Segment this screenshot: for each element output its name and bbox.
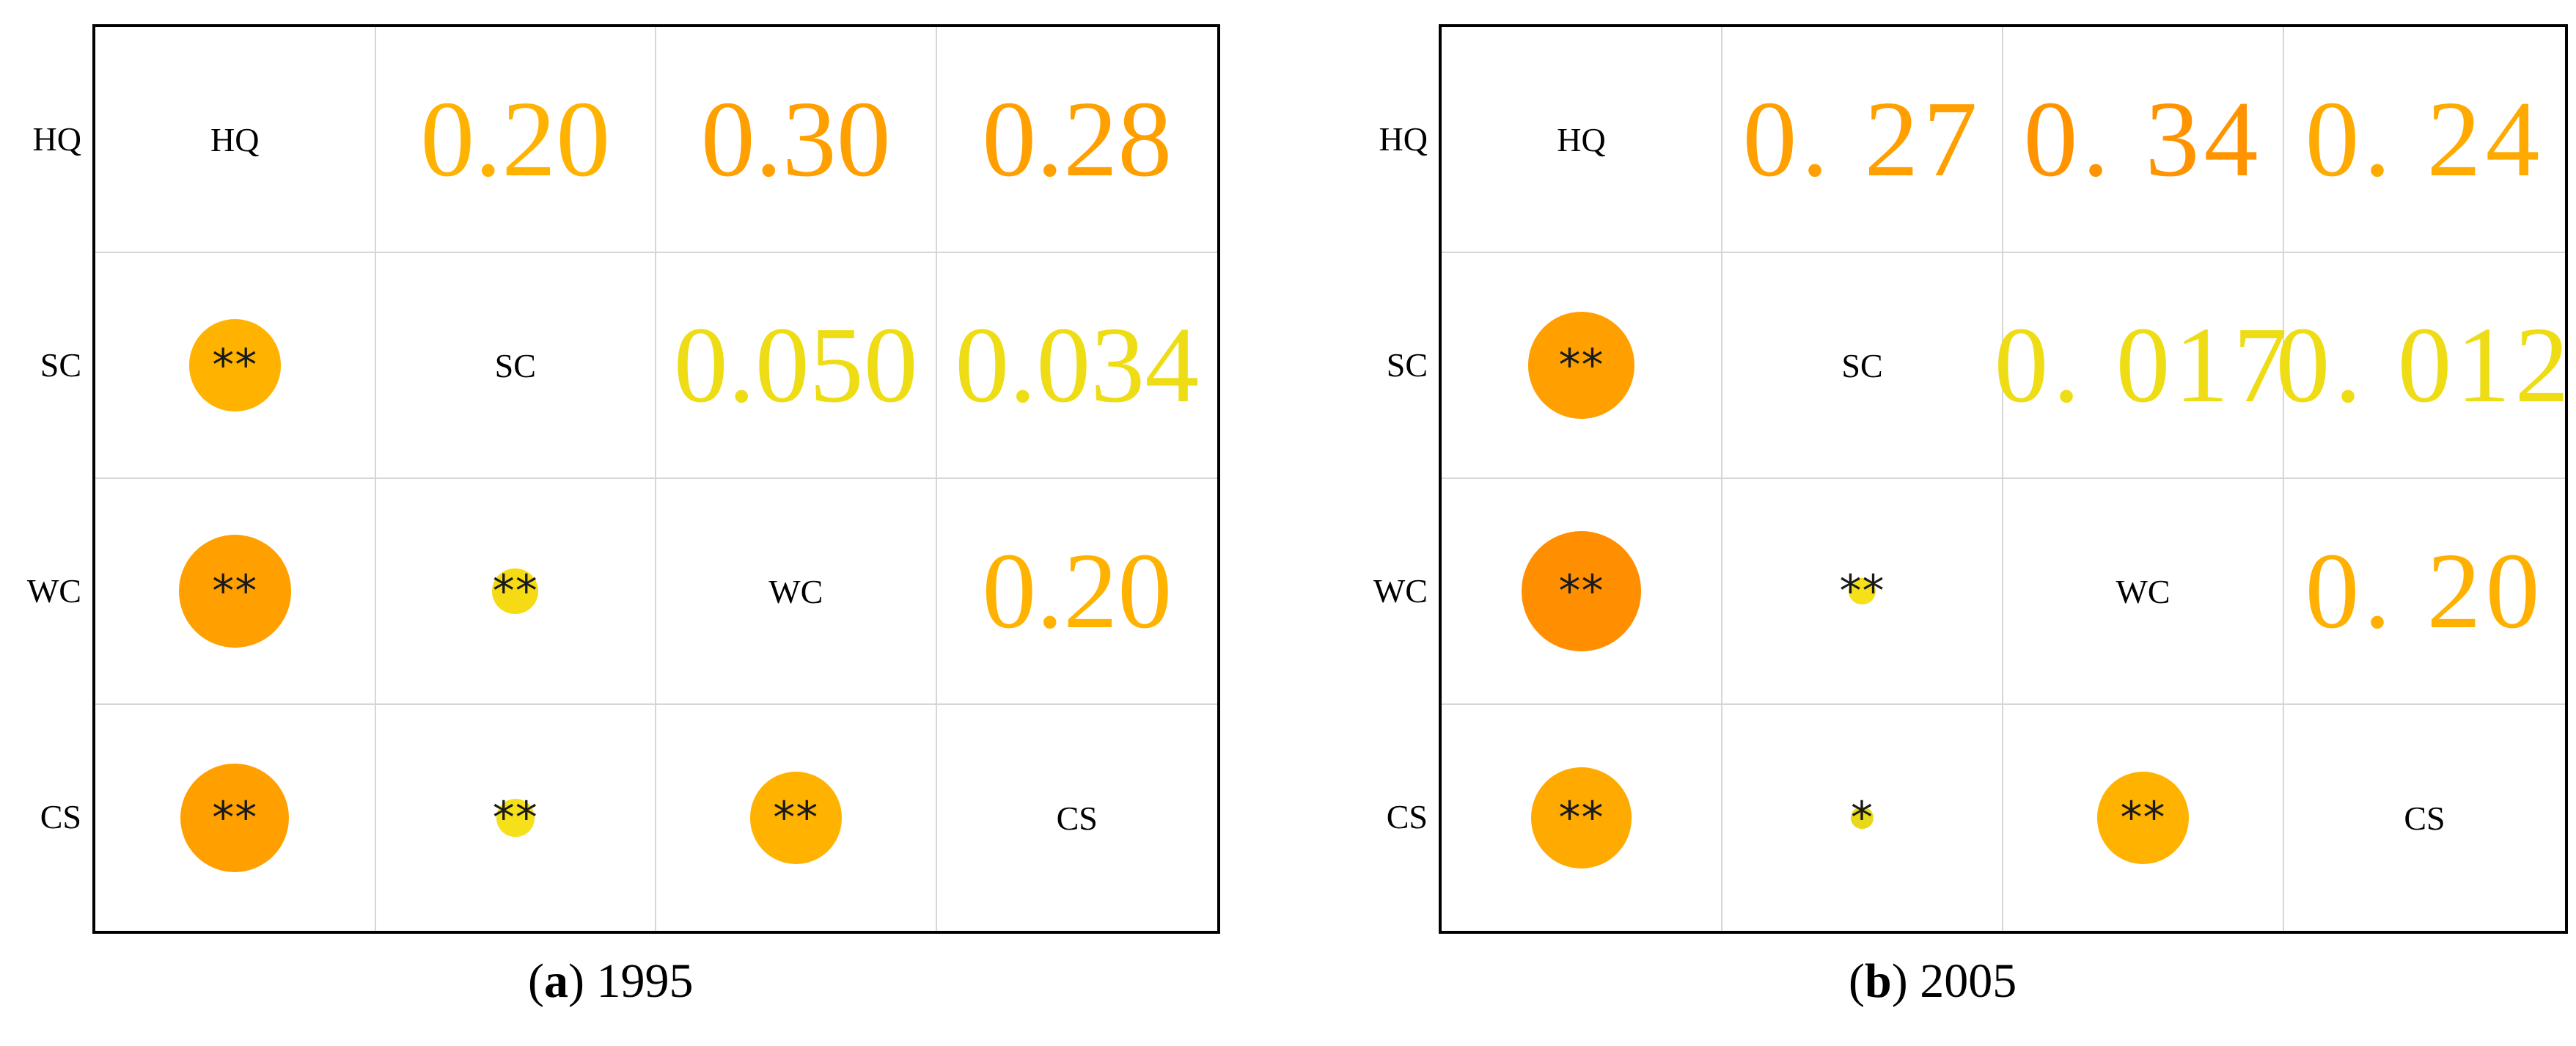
- correlation-circle: *: [1851, 796, 1874, 840]
- matrix-cell: 0. 24: [2284, 27, 2565, 253]
- matrix-cell: WC: [2003, 479, 2284, 705]
- row-label-wc: WC: [1373, 572, 1428, 610]
- coefficient-value: 0.20: [420, 79, 611, 200]
- matrix-cell: CS: [2284, 705, 2565, 931]
- matrix-cell: **: [656, 705, 937, 931]
- matrix-cell: **: [95, 705, 376, 931]
- correlation-circle: **: [1840, 569, 1885, 613]
- matrix-cell: 0. 27: [1722, 27, 2003, 253]
- matrix-cell: CS: [937, 705, 1218, 931]
- caption-year: 1995: [596, 954, 694, 1008]
- matrix-cell: 0.30: [656, 27, 937, 253]
- coefficient-value: 0. 24: [2305, 79, 2544, 200]
- significance-stars: **: [212, 340, 258, 391]
- diagonal-label-sc: SC: [494, 346, 536, 384]
- significance-stars: *: [1851, 792, 1874, 844]
- row-label-hq: HQ: [1379, 120, 1428, 158]
- significance-stars: **: [492, 565, 538, 617]
- row-label-sc: SC: [1386, 346, 1428, 384]
- diagonal-label-cs: CS: [1056, 799, 1098, 837]
- matrix-cell: HQ: [1442, 27, 1722, 253]
- correlation-circle: **: [492, 792, 538, 844]
- significance-stars: **: [212, 792, 258, 844]
- coefficient-value: 0.30: [700, 79, 891, 200]
- significance-stars: **: [1558, 339, 1604, 391]
- matrix-cell: 0. 34: [2003, 27, 2284, 253]
- matrix-cell: 0.20: [375, 27, 656, 253]
- caption-year: 2005: [1920, 954, 2017, 1008]
- correlation-circle: **: [1527, 312, 1635, 419]
- matrix-cell: **: [95, 253, 376, 479]
- caption: (a) 1995: [528, 954, 694, 1008]
- row-label-cs: CS: [40, 798, 81, 835]
- diagonal-label-cs: CS: [2404, 799, 2445, 837]
- matrix-cell: **: [1442, 479, 1722, 705]
- matrix-cell: 0.034: [936, 253, 1217, 479]
- significance-stars: **: [492, 792, 538, 844]
- caption-letter: b: [1864, 954, 1892, 1008]
- significance-stars: **: [1558, 565, 1604, 617]
- caption: (b) 2005: [1849, 954, 2017, 1008]
- panel-a: HQ 0.20 0.30 0.28 ** SC 0.050 0.034 ** ** WC 0.20 **…: [26, 24, 1220, 1008]
- row-label-wc: WC: [26, 572, 81, 610]
- matrix-cell: WC: [656, 479, 937, 705]
- matrix-cell: 0. 017: [1995, 253, 2288, 479]
- matrix-cell: **: [1442, 705, 1722, 931]
- matrix-cell: HQ: [95, 27, 376, 253]
- matrix-cell: 0.28: [936, 27, 1217, 253]
- matrix-cell: SC: [375, 253, 656, 479]
- coefficient-value: 0.28: [982, 79, 1173, 200]
- caption-letter: a: [543, 954, 568, 1008]
- diagonal-label-wc: WC: [768, 572, 823, 610]
- row-label-hq: HQ: [32, 120, 81, 158]
- matrix-cell: **: [95, 479, 376, 705]
- row-label-cs: CS: [1386, 798, 1428, 835]
- significance-stars: **: [773, 792, 819, 844]
- correlation-matrix-frame: HQ 0. 27 0. 34 0. 24 ** SC 0. 017 0. 012 ** ** WC 0…: [1439, 24, 2569, 934]
- correlation-circle: **: [180, 763, 290, 873]
- diagonal-label-hq: HQ: [210, 120, 260, 158]
- matrix-cell: 0. 20: [2284, 479, 2565, 705]
- matrix-cell: **: [2003, 705, 2284, 931]
- diagonal-label-wc: WC: [2116, 572, 2170, 610]
- matrix-cell: SC: [1722, 253, 2003, 479]
- correlation-circle: **: [492, 565, 539, 617]
- correlation-circle: **: [2096, 772, 2190, 864]
- correlation-circle: **: [188, 319, 281, 412]
- matrix-cell: 0.050: [656, 253, 937, 479]
- coefficient-value: 0. 012: [2275, 305, 2574, 425]
- coefficient-value: 0. 017: [1994, 305, 2292, 425]
- correlation-matrix-frame: HQ 0.20 0.30 0.28 ** SC 0.050 0.034 ** ** WC 0.20 **…: [92, 24, 1220, 934]
- matrix-cell: 0. 012: [2276, 253, 2569, 479]
- diagonal-label-hq: HQ: [1557, 120, 1606, 158]
- diagonal-label-sc: SC: [1841, 346, 1883, 384]
- correlation-circle: **: [178, 535, 291, 648]
- correlation-circle: **: [1530, 767, 1632, 868]
- matrix-cell: **: [375, 479, 656, 705]
- matrix-cell: **: [376, 705, 656, 931]
- coefficient-value: 0.050: [673, 305, 918, 425]
- significance-stars: **: [1839, 566, 1885, 617]
- coefficient-value: 0. 34: [2023, 79, 2263, 200]
- matrix-cell: **: [1722, 479, 2003, 705]
- significance-stars: **: [2120, 792, 2166, 844]
- matrix-cell: *: [1722, 705, 2003, 931]
- coefficient-value: 0. 27: [1742, 79, 1982, 200]
- matrix-cell: **: [1442, 253, 1722, 479]
- coefficient-value: 0.20: [982, 531, 1173, 651]
- correlation-circle: **: [1521, 531, 1642, 651]
- row-label-sc: SC: [40, 346, 81, 384]
- matrix-cell: 0.20: [936, 479, 1217, 705]
- correlation-circle: **: [749, 772, 842, 864]
- coefficient-value: 0.034: [955, 305, 1200, 425]
- coefficient-value: 0. 20: [2305, 531, 2544, 651]
- panel-b: HQ 0. 27 0. 34 0. 24 ** SC 0. 017 0. 012 ** ** WC 0…: [1288, 0, 2575, 1046]
- significance-stars: **: [1558, 792, 1604, 844]
- significance-stars: **: [212, 565, 258, 617]
